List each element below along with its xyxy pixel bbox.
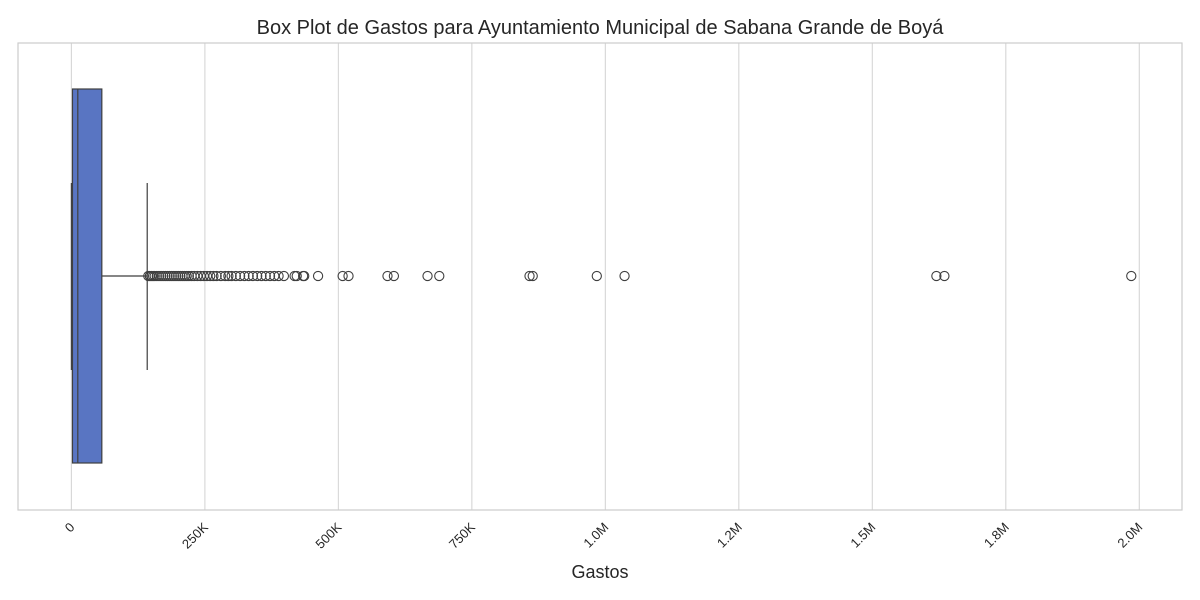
x-tick-label: 1.0M bbox=[580, 520, 611, 551]
box-group bbox=[70, 88, 148, 464]
outlier-point bbox=[337, 270, 348, 282]
iqr-box bbox=[71, 88, 103, 464]
outlier-point bbox=[226, 270, 237, 282]
outlier-point bbox=[208, 270, 219, 282]
outlier-point bbox=[211, 270, 222, 282]
grid-lines bbox=[70, 43, 1140, 510]
outlier-point bbox=[931, 270, 942, 282]
outlier-point bbox=[260, 270, 271, 282]
outlier-point bbox=[939, 270, 950, 282]
outlier-point bbox=[183, 270, 195, 282]
outlier-point bbox=[1126, 270, 1137, 282]
outlier-point bbox=[343, 270, 354, 282]
outlier-point bbox=[205, 270, 216, 282]
outlier-point bbox=[243, 270, 254, 282]
outlier-point bbox=[234, 270, 246, 282]
outlier-points bbox=[143, 270, 1137, 282]
x-tick-label: 750K bbox=[446, 519, 478, 551]
outlier-point bbox=[312, 270, 324, 282]
outlier-point bbox=[524, 270, 535, 282]
outlier-point bbox=[619, 270, 630, 282]
x-tick-label: 0 bbox=[62, 520, 78, 536]
plot-frame bbox=[17, 42, 1183, 511]
outlier-point bbox=[434, 270, 445, 282]
outlier-point bbox=[278, 270, 290, 282]
outlier-point bbox=[230, 270, 241, 282]
x-tick-label: 2.0M bbox=[1114, 520, 1145, 551]
x-tick-label: 1.5M bbox=[847, 520, 878, 551]
outlier-point bbox=[291, 270, 302, 282]
outlier-point bbox=[215, 270, 227, 282]
outlier-point bbox=[252, 270, 263, 282]
outlier-point bbox=[256, 270, 267, 282]
outlier-point bbox=[239, 270, 250, 282]
outlier-point bbox=[591, 270, 602, 282]
chart-title: Box Plot de Gastos para Ayuntamiento Mun… bbox=[257, 17, 945, 39]
x-tick-label: 500K bbox=[312, 519, 344, 551]
x-axis-ticks: 0 250K 500K 750K 1.0M 1.2M 1.5M 1.8M 2.0M bbox=[62, 519, 1146, 551]
outlier-point bbox=[299, 270, 310, 282]
outlier-point bbox=[382, 270, 393, 282]
x-tick-label: 1.2M bbox=[714, 520, 745, 551]
outlier-point bbox=[388, 270, 400, 282]
x-tick-label: 1.8M bbox=[981, 520, 1012, 551]
outlier-point bbox=[273, 270, 284, 282]
outlier-point bbox=[289, 270, 300, 282]
outlier-point bbox=[247, 270, 259, 282]
outlier-point bbox=[264, 270, 276, 282]
x-tick-label: 250K bbox=[179, 519, 211, 551]
outlier-point bbox=[223, 270, 234, 282]
outlier-point bbox=[422, 270, 433, 282]
outlier-point bbox=[527, 270, 538, 282]
x-axis-label: Gastos bbox=[571, 562, 628, 582]
outlier-point bbox=[220, 270, 231, 282]
